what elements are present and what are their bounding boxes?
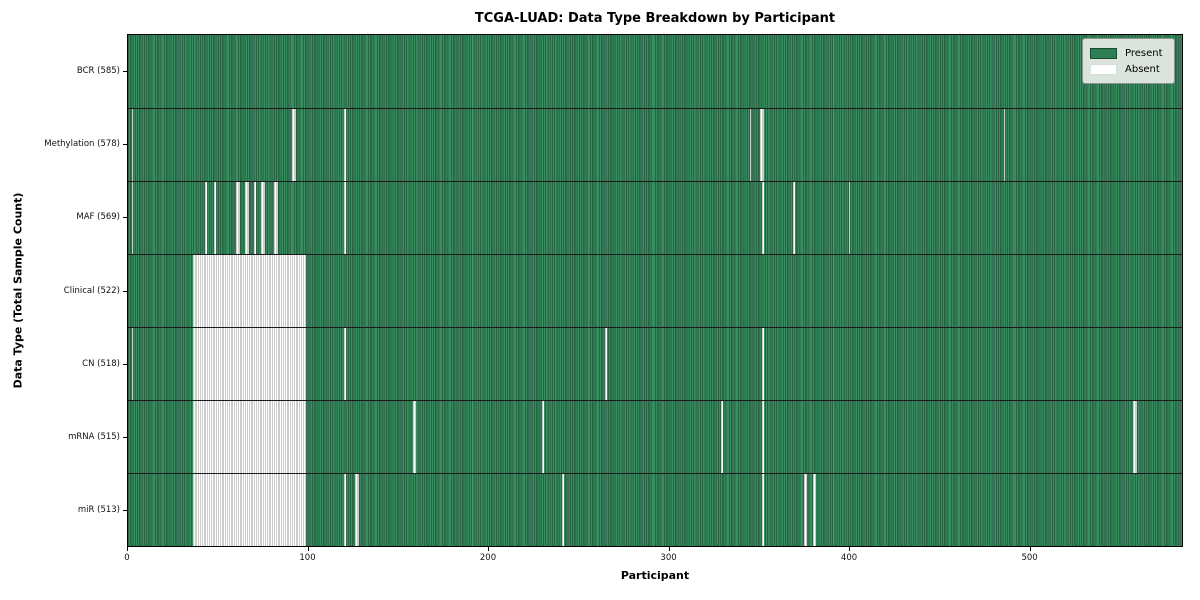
legend-absent-label: Absent [1125, 63, 1160, 75]
absent-stripe [803, 474, 808, 546]
absent-stripe [792, 182, 795, 254]
absent-stripe [762, 474, 764, 546]
y-tick-mark [123, 143, 127, 145]
absent-stripe [562, 474, 564, 546]
x-tick-label-300: 300 [660, 553, 677, 563]
legend: Present Absent [1082, 38, 1175, 84]
absent-stripe [214, 182, 217, 254]
x-tick-mark [307, 547, 309, 551]
legend-entry-absent: Absent [1090, 61, 1166, 77]
absent-stripe [261, 182, 265, 254]
absent-stripe [192, 401, 307, 473]
x-tick-label-0: 0 [124, 553, 130, 563]
absent-stripe [344, 328, 346, 400]
y-tick-label-miR: miR (513) [77, 505, 120, 516]
chart-title: TCGA-LUAD: Data Type Breakdown by Partic… [474, 11, 836, 26]
heatmap-row-Clinical [128, 254, 1182, 327]
absent-stripe [205, 182, 208, 254]
absent-stripe [344, 109, 346, 181]
x-tick-mark [127, 547, 128, 551]
y-tick-mark [123, 217, 127, 219]
y-tick-label-Clinical: Clinical (522) [63, 285, 120, 296]
absent-stripe [344, 474, 346, 546]
y-tick-label-MAF: MAF (569) [76, 212, 120, 223]
x-tick-mark [668, 547, 670, 551]
absent-stripe [412, 401, 417, 473]
heatmap-row-CN [128, 327, 1182, 400]
absent-stripe [131, 182, 134, 254]
y-tick-mark [123, 70, 127, 72]
x-tick-label-200: 200 [479, 553, 497, 563]
x-tick-label-500: 500 [1021, 553, 1038, 563]
heatmap-row-Methylation [128, 108, 1182, 181]
absent-stripe [762, 401, 764, 473]
x-axis-label: Participant [620, 569, 690, 582]
heatmap-row-miR [128, 473, 1182, 546]
absent-stripe [760, 109, 764, 181]
plot-area [127, 34, 1183, 547]
y-tick-mark [123, 363, 127, 365]
absent-stripe [192, 255, 307, 327]
absent-stripe [812, 474, 817, 546]
absent-stripe [236, 182, 240, 254]
absent-stripe [131, 328, 134, 400]
x-tick-label-400: 400 [840, 553, 858, 563]
absent-stripe [131, 109, 134, 181]
y-tick-label-CN: CN (518) [82, 358, 120, 369]
y-tick-label-Methylation: Methylation (578) [44, 138, 120, 149]
y-tick-mark [123, 510, 127, 512]
heatmap-row-BCR [128, 35, 1182, 108]
absent-stripe [1003, 109, 1006, 181]
absent-stripe [1133, 401, 1137, 473]
absent-stripe [720, 401, 723, 473]
y-tick-label-BCR: BCR (585) [76, 65, 120, 76]
y-tick-mark [123, 290, 127, 292]
absent-stripe [762, 328, 764, 400]
heatmap-row-MAF [128, 181, 1182, 254]
y-axis-label: Data Type (Total Sample Count) [11, 192, 25, 389]
y-tick-mark [123, 437, 127, 439]
absent-stripe [848, 182, 851, 254]
absent-stripe [762, 182, 764, 254]
absent-swatch-icon [1090, 63, 1117, 75]
absent-stripe [192, 328, 307, 400]
x-tick-mark [1029, 547, 1031, 551]
present-swatch-icon [1090, 47, 1117, 59]
heatmap-row-mRNA [128, 400, 1182, 473]
absent-stripe [344, 182, 346, 254]
absent-stripe [291, 109, 296, 181]
x-tick-mark [488, 547, 490, 551]
x-tick-label-100: 100 [299, 553, 316, 563]
legend-entry-present: Present [1090, 45, 1166, 61]
absent-stripe [273, 182, 278, 254]
absent-stripe [254, 182, 256, 254]
x-tick-mark [849, 547, 851, 551]
legend-present-label: Present [1125, 47, 1163, 59]
absent-stripe [245, 182, 249, 254]
y-tick-label-mRNA: mRNA (515) [68, 432, 120, 443]
absent-stripe [749, 109, 752, 181]
absent-stripe [542, 401, 545, 473]
absent-stripe [355, 474, 359, 546]
absent-stripe [192, 474, 307, 546]
absent-stripe [605, 328, 608, 400]
